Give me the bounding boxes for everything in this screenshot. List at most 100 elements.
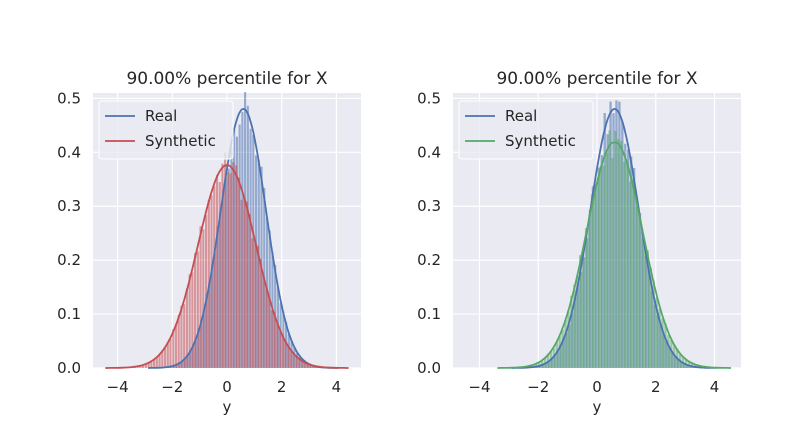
histogram-bar-synthetic xyxy=(237,177,240,368)
x-axis-label: y xyxy=(593,398,602,416)
histogram-bar-synthetic xyxy=(292,352,295,368)
histogram-bar-synthetic xyxy=(640,231,644,368)
histogram-bar-synthetic xyxy=(169,338,172,368)
histogram-bar-synthetic xyxy=(248,214,251,368)
histogram-bar-synthetic xyxy=(204,215,208,368)
y-tick-label: 0.5 xyxy=(57,89,81,107)
histogram-bar-synthetic xyxy=(147,362,150,368)
histogram-bar-synthetic xyxy=(576,276,579,368)
kde-line-real xyxy=(512,107,717,369)
histogram-bar-synthetic xyxy=(161,350,164,368)
histogram-bar-synthetic xyxy=(254,243,257,368)
y-tick-label: 0.0 xyxy=(417,359,441,377)
histogram-bar-synthetic xyxy=(188,274,191,368)
kde-curves xyxy=(497,107,731,369)
kde-line-synthetic xyxy=(497,141,731,369)
histogram-bar-synthetic xyxy=(232,162,235,368)
histogram-bar-synthetic xyxy=(306,363,309,368)
x-tick-label: −4 xyxy=(468,378,490,396)
histogram-bar-synthetic xyxy=(617,139,620,368)
histogram-bar-synthetic xyxy=(221,163,224,368)
histogram-bar-synthetic xyxy=(667,334,670,368)
histogram-bar-synthetic xyxy=(558,336,561,368)
y-tick-label: 0.0 xyxy=(57,359,81,377)
histogram-bar-synthetic xyxy=(295,355,298,368)
legend-label-real: Real xyxy=(145,107,177,125)
histogram-bar-synthetic xyxy=(142,364,145,368)
histogram-bar-synthetic xyxy=(623,161,626,368)
histogram-bar-synthetic xyxy=(174,323,178,368)
histogram-bar-synthetic xyxy=(643,248,647,368)
histogram-bar-synthetic xyxy=(265,288,268,368)
histogram-bar-synthetic xyxy=(605,153,608,368)
chart-title: 90.00% percentile for X xyxy=(126,69,327,89)
y-tick-label: 0.2 xyxy=(57,251,81,269)
histogram-bar-synthetic xyxy=(246,201,249,368)
histogram-bar-synthetic xyxy=(144,363,147,368)
histogram-bar-synthetic xyxy=(587,220,591,368)
histogram-bar-synthetic xyxy=(278,330,281,368)
x-tick-label: 2 xyxy=(277,378,287,396)
histogram-bar-synthetic xyxy=(183,304,186,368)
legend-label-real: Real xyxy=(505,107,537,125)
histogram-bar-synthetic xyxy=(259,259,262,368)
tick-labels: −4 −2 0 2 4 0.0 0.1 0.2 0.3 0.4 0.5 xyxy=(57,89,341,396)
tick-labels: −4 −2 0 2 4 0.0 0.1 0.2 0.3 0.4 0.5 xyxy=(417,89,719,396)
right-panel: −4 −2 0 2 4 0.0 0.1 0.2 0.3 0.4 0.5 90.00% percent… xyxy=(417,69,741,416)
histogram-bar-synthetic xyxy=(573,284,576,368)
histogram-bar-synthetic xyxy=(611,157,614,368)
histogram-bar-synthetic xyxy=(180,306,183,368)
histogram-bar-synthetic xyxy=(303,362,306,368)
y-tick-label: 0.1 xyxy=(417,305,441,323)
histogram-bar-synthetic xyxy=(270,309,273,368)
histogram-bar-synthetic xyxy=(658,308,661,368)
histogram-bar-synthetic xyxy=(661,318,664,368)
histogram-bar-synthetic xyxy=(153,359,156,368)
histogram-bar-synthetic xyxy=(155,356,158,368)
y-tick-label: 0.1 xyxy=(57,305,81,323)
histogram-bar-synthetic xyxy=(552,348,555,368)
histogram-bar-synthetic xyxy=(150,361,153,368)
histogram-bar-synthetic xyxy=(590,194,594,368)
histogram-bar-synthetic xyxy=(687,361,691,368)
histogram-bar-synthetic xyxy=(652,280,655,368)
x-axis-label: y xyxy=(223,398,232,416)
histogram-bar-synthetic xyxy=(276,323,279,368)
x-tick-label: −4 xyxy=(107,378,129,396)
y-tick-label: 0.4 xyxy=(57,143,81,161)
x-tick-label: 4 xyxy=(710,378,720,396)
y-tick-label: 0.4 xyxy=(417,143,441,161)
histogram-bar-synthetic xyxy=(629,181,632,368)
histogram-bar-synthetic xyxy=(664,323,667,368)
histogram-bar-synthetic xyxy=(199,226,202,368)
kde-line-synthetic xyxy=(105,164,349,369)
x-tick-label: −2 xyxy=(527,378,549,396)
histogram-bar-synthetic xyxy=(177,314,180,368)
x-tick-label: 4 xyxy=(332,378,342,396)
y-tick-label: 0.2 xyxy=(417,251,441,269)
histogram-bar-synthetic xyxy=(194,253,197,368)
histogram-bar-synthetic xyxy=(308,364,312,368)
histogram-bar-synthetic xyxy=(579,255,582,368)
histogram-bar-synthetic xyxy=(311,365,314,368)
histogram-bar-synthetic xyxy=(273,311,276,368)
y-tick-label: 0.5 xyxy=(417,89,441,107)
histogram-bar-synthetic xyxy=(224,152,227,368)
histogram-bar-synthetic xyxy=(267,296,271,368)
histogram-bar-synthetic xyxy=(210,195,213,368)
legend-label-synthetic: Synthetic xyxy=(145,132,216,150)
histogram-bar-synthetic xyxy=(555,341,558,368)
histogram-bar-synthetic xyxy=(139,365,142,368)
chart-title: 90.00% percentile for X xyxy=(496,69,697,89)
histogram-bar-synthetic xyxy=(289,350,292,368)
histogram-bar-synthetic xyxy=(596,177,600,368)
histogram-bar-synthetic xyxy=(243,198,246,368)
histogram-bar-synthetic xyxy=(281,335,284,368)
histogram-bar-synthetic xyxy=(670,340,673,368)
histogram-bar-synthetic xyxy=(564,319,567,368)
histogram-bar-synthetic xyxy=(300,360,303,368)
histogram-bar-synthetic xyxy=(561,329,564,368)
histogram-bar-synthetic xyxy=(570,295,573,368)
left-panel: −4 −2 0 2 4 0.0 0.1 0.2 0.3 0.4 0.5 90.00% percent… xyxy=(57,69,361,416)
